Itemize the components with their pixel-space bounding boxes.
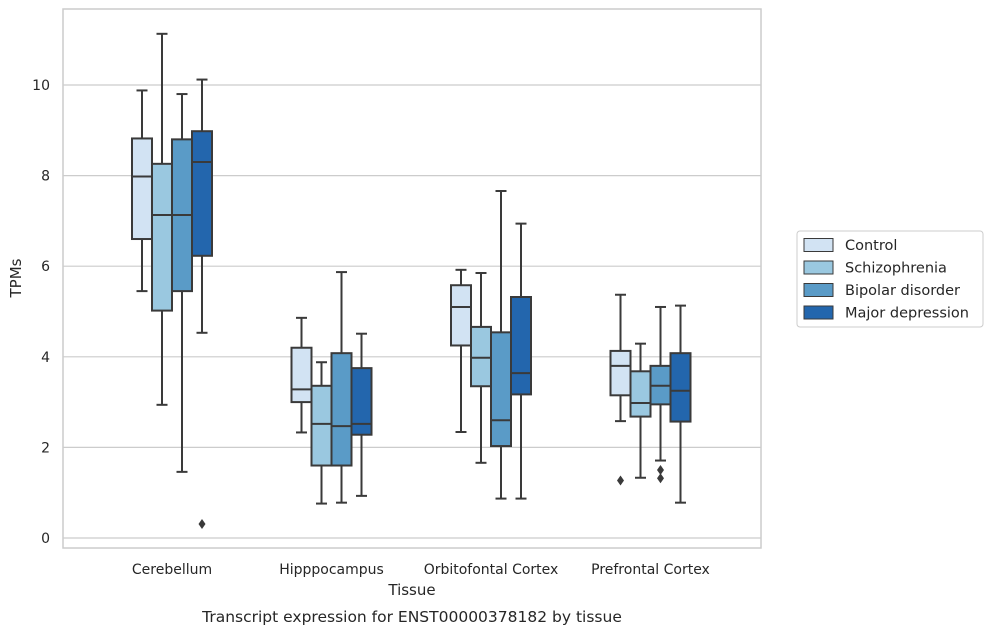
legend-label: Schizophrenia	[845, 261, 947, 277]
outlier-point	[198, 518, 206, 529]
legend-swatch	[803, 238, 834, 252]
box-schizophrenia	[310, 361, 333, 505]
iqr-box	[490, 331, 512, 448]
iqr-box	[450, 284, 472, 347]
y-tick-label: 2	[41, 440, 50, 456]
x-tick-labels: Cerebellum Hipppocampus Orbitofontal Corte…	[132, 562, 710, 578]
box-schizophrenia	[629, 342, 652, 479]
y-tick-label: 6	[41, 259, 50, 275]
outlier-point	[657, 465, 664, 476]
chart-caption: Transcript expression for ENST0000037818…	[201, 608, 622, 626]
y-axis-title: TPMs	[7, 258, 25, 298]
iqr-box	[290, 346, 313, 404]
box-bipolar-disorder	[171, 93, 193, 473]
y-tick-labels: 0 2 4 6 8 10	[32, 78, 50, 547]
iqr-box	[131, 137, 153, 241]
y-tick-label: 8	[41, 169, 50, 185]
plot-frame	[62, 8, 762, 549]
legend-swatch	[803, 305, 834, 320]
outlier-point	[617, 475, 624, 486]
outlier-point	[657, 473, 664, 484]
box-major-depression	[510, 222, 532, 500]
box-major-depression	[669, 304, 692, 504]
legend: Control Schizophrenia Bipolar disorder Majo…	[796, 230, 984, 328]
iqr-box	[470, 325, 492, 388]
box-bipolar-disorder	[649, 305, 672, 484]
iqr-box	[350, 367, 373, 436]
iqr-box	[330, 352, 353, 467]
y-tick-label: 4	[41, 350, 50, 366]
y-tick-label: 10	[32, 78, 50, 94]
x-tick-label: Orbitofontal Cortex	[424, 562, 559, 578]
legend-frame	[796, 230, 984, 328]
iqr-box	[191, 130, 213, 257]
iqr-box	[510, 296, 532, 396]
legend-swatch	[803, 260, 834, 275]
box-schizophrenia	[470, 271, 492, 464]
iqr-box	[151, 162, 173, 312]
box-major-depression	[350, 332, 373, 497]
box-control	[131, 89, 153, 293]
box-plots	[131, 32, 692, 529]
box-schizophrenia	[151, 32, 173, 406]
y-tick-label: 0	[41, 531, 50, 547]
box-control	[450, 268, 472, 433]
legend-swatch	[803, 283, 834, 297]
box-control	[290, 316, 313, 434]
x-tick-label: Hipppocampus	[279, 562, 384, 578]
box-bipolar-disorder	[330, 271, 353, 504]
legend-label: Bipolar disorder	[845, 283, 960, 299]
iqr-box	[629, 370, 652, 418]
x-tick-label: Prefrontal Cortex	[591, 562, 710, 578]
x-axis-title: Tissue	[387, 581, 435, 599]
legend-label: Control	[845, 238, 897, 254]
box-major-depression	[191, 78, 213, 529]
box-bipolar-disorder	[490, 190, 512, 500]
x-tick-label: Cerebellum	[132, 562, 212, 578]
legend-label: Major depression	[845, 306, 969, 322]
box-control	[609, 293, 632, 486]
iqr-box	[669, 352, 692, 423]
iqr-box	[609, 349, 632, 397]
iqr-box	[310, 384, 333, 467]
